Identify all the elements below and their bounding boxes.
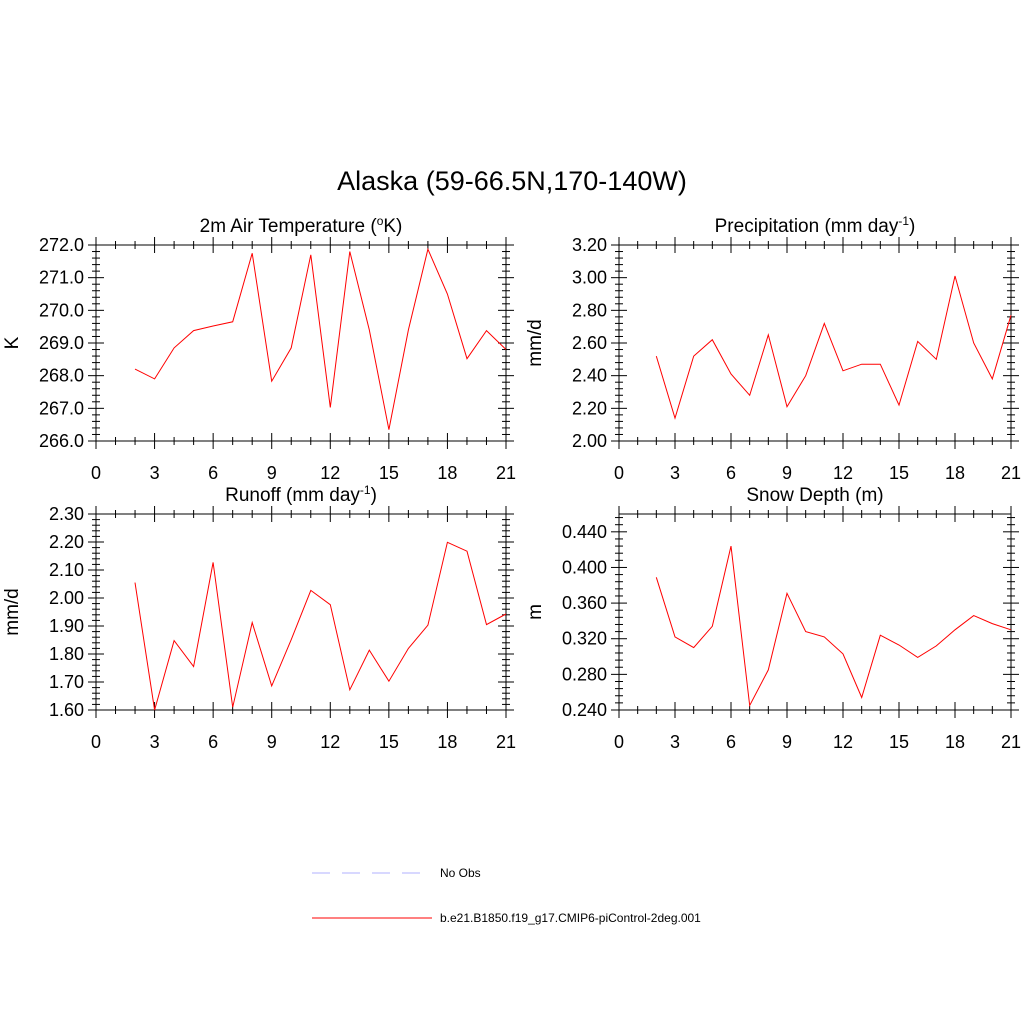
y-tick-label: 2.30 [49, 504, 84, 524]
x-tick-label: 0 [91, 463, 101, 483]
y-tick-label: 0.240 [562, 700, 607, 720]
y-tick-label: 1.60 [49, 700, 84, 720]
y-tick-label: 0.280 [562, 664, 607, 684]
x-tick-label: 18 [945, 732, 965, 752]
y-tick-label: 267.0 [39, 398, 84, 418]
y-tick-label: 2.20 [572, 398, 607, 418]
y-tick-label: 3.00 [572, 268, 607, 288]
y-tick-label: 2.20 [49, 532, 84, 552]
x-tick-label: 15 [889, 463, 909, 483]
series-line-1 [655, 275, 1012, 420]
chart-panel-1: 2m Air Temperature (oK) K 0 3 6 9 12 15 18 21 266.… [2, 214, 516, 483]
x-tick-label: 9 [782, 732, 792, 752]
panel-title-superscript: -1 [360, 483, 371, 497]
x-tick-label: 6 [208, 463, 218, 483]
x-tick-label: 21 [496, 732, 516, 752]
x-tick-label: 6 [208, 732, 218, 752]
x-tick-label: 15 [379, 732, 399, 752]
y-axis-label: mm/d [525, 319, 546, 367]
panel-title-suffix: ) [909, 216, 915, 237]
x-tick-label: 12 [320, 732, 340, 752]
x-tick-label: 3 [670, 463, 680, 483]
y-tick-label: 269.0 [39, 333, 84, 353]
y-tick-label: 2.00 [49, 588, 84, 608]
x-tick-label: 21 [1001, 732, 1021, 752]
y-axis-label: m [525, 604, 546, 620]
legend-label-2: b.e21.B1850.f19_g17.CMIP6-piControl-2deg… [440, 911, 701, 925]
x-tick-label: 12 [833, 732, 853, 752]
plot-frame [95, 244, 507, 442]
y-tick-label: 1.70 [49, 672, 84, 692]
x-tick-label: 12 [833, 463, 853, 483]
y-tick-label: 2.00 [572, 431, 607, 451]
y-tick-label: 1.90 [49, 616, 84, 636]
x-tick-label: 3 [150, 732, 160, 752]
y-tick-label: 271.0 [39, 268, 84, 288]
x-tick-label: 21 [1001, 463, 1021, 483]
y-tick-label: 2.80 [572, 300, 607, 320]
x-tick-label: 15 [889, 732, 909, 752]
x-tick-label: 3 [670, 732, 680, 752]
x-tick-label: 0 [91, 732, 101, 752]
y-tick-label: 268.0 [39, 366, 84, 386]
x-tick-label: 9 [267, 732, 277, 752]
y-tick-label: 1.80 [49, 644, 84, 664]
x-tick-label: 9 [267, 463, 277, 483]
panel-title: Snow Depth (m) [746, 485, 883, 506]
panel-title-superscript: -1 [898, 214, 909, 228]
panel-title-text: 2m Air Temperature ( [200, 216, 378, 237]
panel-title: Runoff (mm day-1) [225, 483, 377, 506]
series-line-1 [655, 545, 1012, 708]
x-tick-label: 15 [379, 463, 399, 483]
y-tick-label: 2.10 [49, 560, 84, 580]
panel-title-suffix: ) [371, 485, 377, 506]
panel-title-text: Runoff (mm day [225, 485, 360, 506]
panel-title-suffix: K) [383, 216, 402, 237]
plot-frame [618, 244, 1012, 442]
chart-panel-3: Runoff (mm day-1) mm/d 0 3 6 9 12 15 18 21 1.60 1.7… [2, 483, 516, 752]
x-tick-label: 0 [614, 463, 624, 483]
legend: No Obs b.e21.B1850.f19_g17.CMIP6-piContro… [312, 866, 701, 925]
chart-panel-2: Precipitation (mm day-1) mm/d 0 3 6 9 12 15 18 21… [525, 214, 1021, 483]
legend-label-1: No Obs [440, 866, 481, 880]
x-tick-label: 21 [496, 463, 516, 483]
x-tick-label: 18 [437, 463, 457, 483]
y-tick-label: 2.60 [572, 333, 607, 353]
y-tick-label: 0.400 [562, 557, 607, 577]
y-tick-label: 0.440 [562, 522, 607, 542]
x-tick-label: 9 [782, 463, 792, 483]
y-tick-label: 2.40 [572, 366, 607, 386]
y-tick-label: 272.0 [39, 235, 84, 255]
chart-panel-4: Snow Depth (m) m 0 3 6 9 12 15 18 21 0.240 0.280 0.3… [525, 485, 1021, 752]
y-axis-label: K [2, 336, 23, 349]
x-tick-label: 18 [437, 732, 457, 752]
series-line-1 [134, 247, 507, 430]
plot-frame [618, 513, 1012, 711]
y-tick-label: 3.20 [572, 235, 607, 255]
y-axis-label: mm/d [2, 588, 23, 636]
x-tick-label: 18 [945, 463, 965, 483]
panel-title-text: Snow Depth (m) [746, 485, 883, 506]
main-title: Alaska (59-66.5N,170-140W) [337, 166, 687, 196]
y-tick-label: 0.320 [562, 629, 607, 649]
panel-title: Precipitation (mm day-1) [715, 214, 916, 237]
x-tick-label: 0 [614, 732, 624, 752]
panels: 2m Air Temperature (oK) K 0 3 6 9 12 15 18 21 266.… [2, 214, 1021, 752]
y-tick-label: 0.360 [562, 593, 607, 613]
x-tick-label: 12 [320, 463, 340, 483]
x-tick-label: 6 [726, 463, 736, 483]
panel-title: 2m Air Temperature (oK) [200, 214, 403, 237]
panel-title-superscript: o [377, 214, 384, 228]
x-tick-label: 6 [726, 732, 736, 752]
x-tick-label: 3 [150, 463, 160, 483]
y-tick-label: 270.0 [39, 300, 84, 320]
series-line-1 [134, 541, 507, 711]
y-tick-label: 266.0 [39, 431, 84, 451]
plot-frame [95, 513, 507, 711]
panel-title-text: Precipitation (mm day [715, 216, 899, 237]
